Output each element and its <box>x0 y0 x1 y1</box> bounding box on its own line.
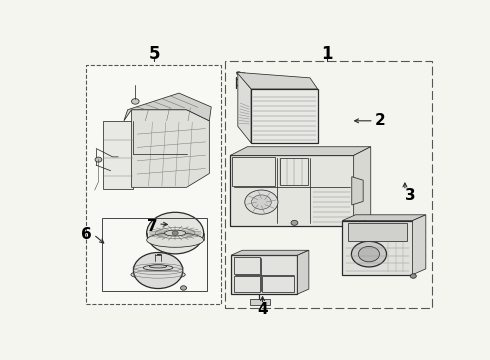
Polygon shape <box>237 72 318 89</box>
Text: 7: 7 <box>147 219 158 234</box>
Polygon shape <box>354 147 371 226</box>
Polygon shape <box>342 215 426 221</box>
Circle shape <box>251 195 271 209</box>
Circle shape <box>95 157 102 162</box>
Circle shape <box>358 247 379 262</box>
Text: 1: 1 <box>321 45 333 63</box>
Polygon shape <box>297 250 309 294</box>
Polygon shape <box>352 177 363 205</box>
Circle shape <box>131 99 139 104</box>
Circle shape <box>180 286 187 290</box>
Circle shape <box>291 220 298 225</box>
Ellipse shape <box>165 230 186 236</box>
Text: 4: 4 <box>257 302 268 317</box>
Polygon shape <box>413 215 426 275</box>
Polygon shape <box>342 221 413 275</box>
Circle shape <box>241 73 246 76</box>
Text: 2: 2 <box>375 113 386 128</box>
Polygon shape <box>103 121 133 189</box>
Circle shape <box>236 72 241 75</box>
Ellipse shape <box>143 265 173 270</box>
Circle shape <box>410 274 416 278</box>
Polygon shape <box>124 93 211 121</box>
Circle shape <box>351 241 387 267</box>
Circle shape <box>172 231 178 235</box>
Ellipse shape <box>133 263 183 272</box>
Text: 3: 3 <box>405 188 416 203</box>
Polygon shape <box>86 66 220 304</box>
Polygon shape <box>224 61 432 308</box>
Polygon shape <box>238 72 251 143</box>
Circle shape <box>147 212 204 254</box>
Polygon shape <box>231 250 309 255</box>
Polygon shape <box>230 156 354 226</box>
Polygon shape <box>231 255 297 294</box>
Ellipse shape <box>131 270 185 280</box>
Text: 5: 5 <box>148 45 160 63</box>
Ellipse shape <box>147 233 204 247</box>
Polygon shape <box>131 110 209 187</box>
Polygon shape <box>230 147 371 156</box>
Circle shape <box>245 190 278 214</box>
Polygon shape <box>230 220 366 226</box>
Polygon shape <box>251 89 318 143</box>
Circle shape <box>133 252 183 288</box>
Text: 6: 6 <box>80 227 91 242</box>
Polygon shape <box>249 299 270 305</box>
Polygon shape <box>348 223 407 241</box>
Ellipse shape <box>149 265 167 268</box>
